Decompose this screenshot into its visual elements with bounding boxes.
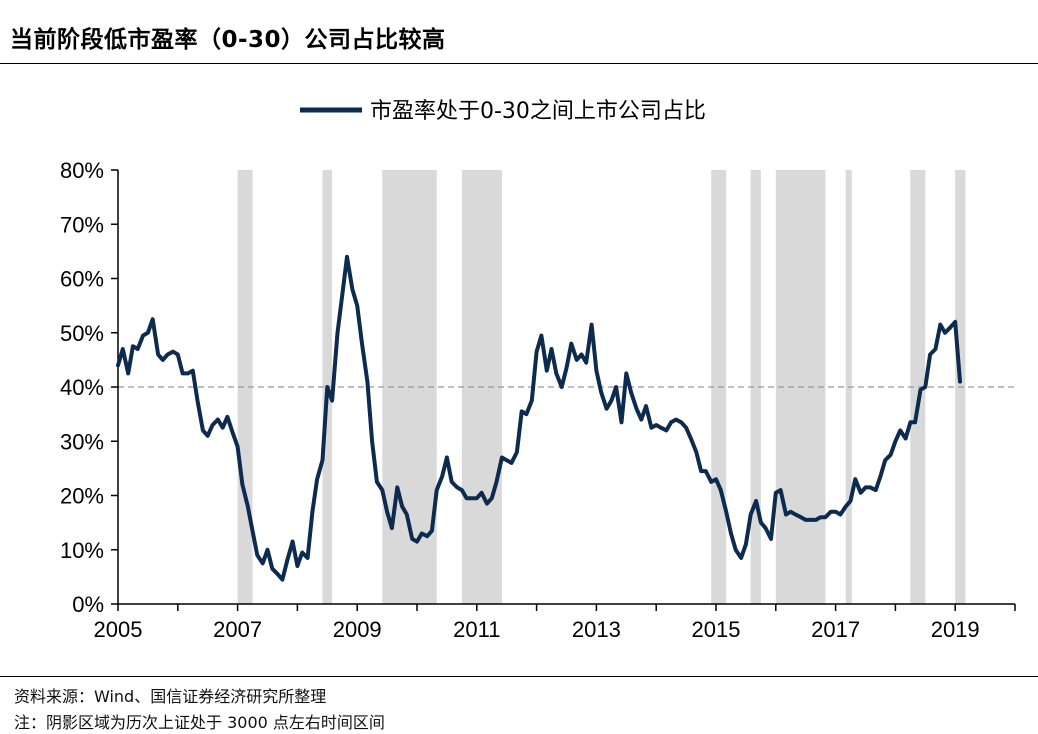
y-tick-label-6: 60% <box>60 267 104 292</box>
axes: 0% 10% 20% 30% 40% 50% 60% 70% 80% 2005 2007 2009 20… <box>60 158 1016 642</box>
chart-area: 0% 10% 20% 30% 40% 50% 60% 70% 80% 2005 2007 2009 20… <box>60 99 1016 642</box>
y-tick-label-7: 70% <box>60 212 104 237</box>
x-tick-label-5: 2015 <box>692 617 741 642</box>
x-tick-label-7: 2019 <box>931 617 980 642</box>
legend-label: 市盈率处于0-30之间上市公司占比 <box>370 99 706 124</box>
x-tick-label-4: 2013 <box>572 617 621 642</box>
shaded-period-8 <box>910 170 926 604</box>
x-tick-label-0: 2005 <box>94 617 143 642</box>
chart-title: 当前阶段低市盈率（0-30）公司占比较高 <box>10 27 446 53</box>
chart-footer: 资料来源：Wind、国信证券经济研究所整理 注：阴影区域为历次上证处于 3000… <box>0 676 1038 734</box>
x-tick-label-3: 2011 <box>453 617 500 642</box>
source-note: 资料来源：Wind、国信证券经济研究所整理 <box>14 687 327 706</box>
y-tick-label-3: 30% <box>60 429 104 454</box>
legend: 市盈率处于0-30之间上市公司占比 <box>300 99 706 124</box>
x-tick-label-6: 2017 <box>811 617 860 642</box>
chart-header: 当前阶段低市盈率（0-30）公司占比较高 <box>0 0 1038 64</box>
shaded-period-0 <box>237 170 253 604</box>
shaded-period-5 <box>750 170 761 604</box>
series-lines <box>116 254 962 582</box>
y-tick-label-4: 40% <box>60 375 104 400</box>
x-tick-label-1: 2007 <box>213 617 262 642</box>
y-tick-label-8: 80% <box>60 158 104 183</box>
x-tick-label-2: 2009 <box>333 617 382 642</box>
y-tick-label-1: 10% <box>60 538 104 563</box>
y-tick-label-0: 0% <box>72 592 104 617</box>
footnote: 注：阴影区域为历次上证处于 3000 点左右时间区间 <box>14 713 385 732</box>
shaded-periods <box>237 170 966 604</box>
series-line-0 <box>116 254 962 582</box>
y-tick-label-5: 50% <box>60 321 104 346</box>
y-tick-label-2: 20% <box>60 484 104 509</box>
